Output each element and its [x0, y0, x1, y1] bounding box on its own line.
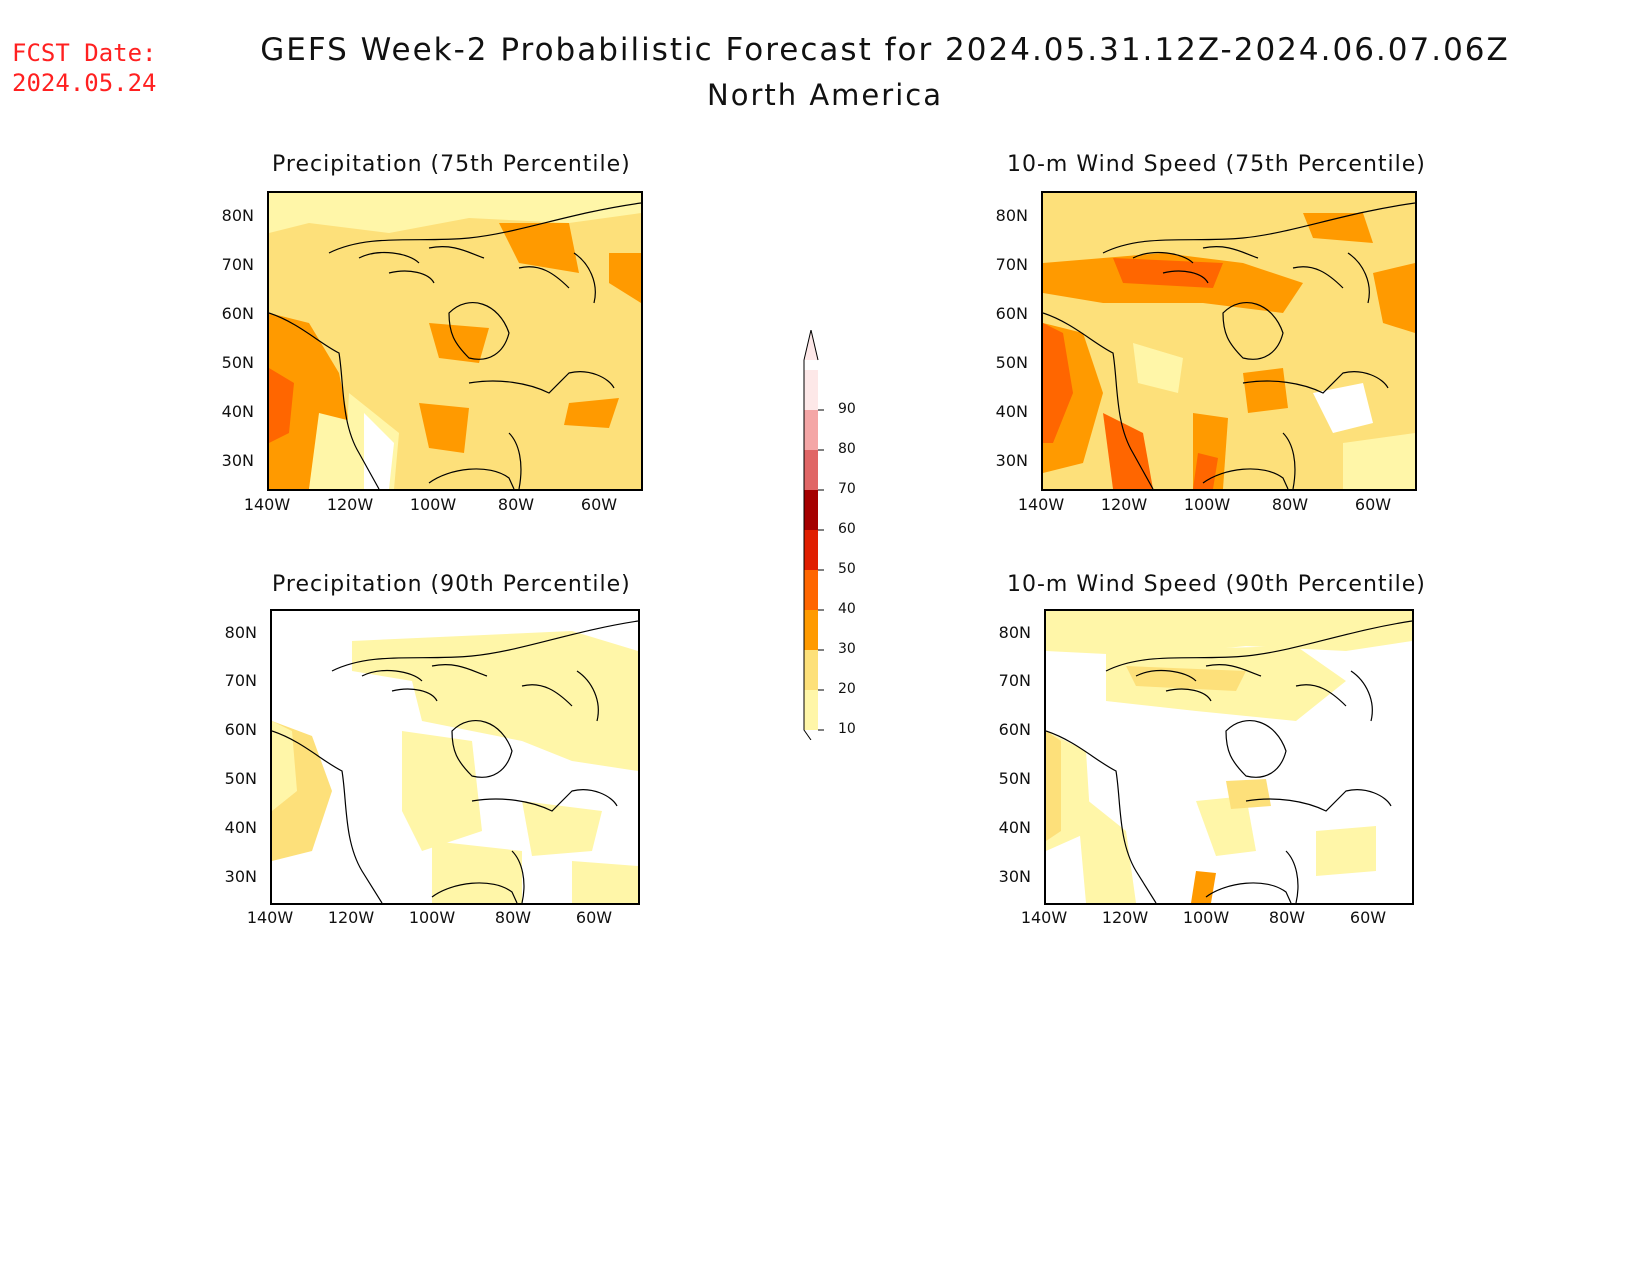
lat-label: 40N — [995, 402, 1028, 421]
lat-label: 30N — [998, 867, 1031, 886]
lat-label: 70N — [224, 671, 257, 690]
lat-label: 30N — [995, 451, 1028, 470]
colorbar-segment — [804, 570, 818, 610]
colorbar — [800, 329, 840, 744]
lat-label: 80N — [224, 623, 257, 642]
lon-label: 140W — [246, 908, 294, 927]
lat-label: 70N — [995, 255, 1028, 274]
colorbar-label: 30 — [838, 641, 856, 657]
forecast-date-heading: FCST Date: — [12, 39, 157, 67]
lat-label: 30N — [224, 867, 257, 886]
lon-label: 120W — [1101, 908, 1149, 927]
lat-label: 60N — [224, 720, 257, 739]
lat-label: 60N — [995, 304, 1028, 323]
lon-label: 100W — [408, 908, 456, 927]
colorbar-label: 90 — [838, 401, 856, 417]
colorbar-label: 20 — [838, 681, 856, 697]
lat-label: 50N — [224, 769, 257, 788]
lon-label: 100W — [1182, 908, 1230, 927]
forecast-date-label: FCST Date: 2024.05.24 — [12, 38, 157, 98]
lat-label: 80N — [998, 623, 1031, 642]
lon-label: 60W — [580, 495, 618, 514]
forecast-date-value: 2024.05.24 — [12, 69, 157, 97]
lon-label: 60W — [575, 908, 613, 927]
colorbar-graphic — [803, 329, 824, 741]
panel-title-precip-90: Precipitation (90th Percentile) — [272, 572, 631, 597]
colorbar-segment — [804, 450, 818, 490]
panel-title-wind-90: 10-m Wind Speed (90th Percentile) — [1007, 572, 1426, 597]
colorbar-segment — [804, 410, 818, 450]
lon-label: 80W — [1268, 908, 1306, 927]
lat-label: 50N — [998, 769, 1031, 788]
lon-label: 100W — [409, 495, 457, 514]
colorbar-segment — [804, 650, 818, 690]
colorbar-segment — [804, 610, 818, 650]
map-precip-75 — [267, 191, 643, 491]
lon-label: 60W — [1349, 908, 1387, 927]
colorbar-segment — [804, 490, 818, 530]
colorbar-segment — [804, 690, 818, 730]
lon-label: 140W — [1020, 908, 1068, 927]
colorbar-label: 10 — [838, 721, 856, 737]
panel-title-precip-75: Precipitation (75th Percentile) — [272, 152, 631, 177]
lon-label: 120W — [327, 908, 375, 927]
lon-label: 140W — [243, 495, 291, 514]
page-title: GEFS Week-2 Probabilistic Forecast for 2… — [260, 32, 1510, 68]
lat-label: 50N — [221, 353, 254, 372]
colorbar-label: 60 — [838, 521, 856, 537]
lat-label: 80N — [221, 206, 254, 225]
lat-label: 40N — [998, 818, 1031, 837]
lon-label: 80W — [1271, 495, 1309, 514]
lat-label: 70N — [998, 671, 1031, 690]
lon-label: 120W — [1100, 495, 1148, 514]
map-precip-90 — [270, 609, 640, 905]
lat-label: 60N — [998, 720, 1031, 739]
panel-title-wind-75: 10-m Wind Speed (75th Percentile) — [1007, 152, 1426, 177]
lat-label: 50N — [995, 353, 1028, 372]
lat-label: 60N — [221, 304, 254, 323]
lat-label: 30N — [221, 451, 254, 470]
colorbar-outline — [803, 329, 819, 741]
lon-label: 80W — [494, 908, 532, 927]
colorbar-top-tip — [804, 330, 818, 360]
lon-label: 100W — [1183, 495, 1231, 514]
lat-label: 40N — [221, 402, 254, 421]
lat-label: 40N — [224, 818, 257, 837]
lon-label: 140W — [1017, 495, 1065, 514]
colorbar-label: 70 — [838, 481, 856, 497]
lon-label: 120W — [326, 495, 374, 514]
lon-label: 60W — [1354, 495, 1392, 514]
lat-label: 80N — [995, 206, 1028, 225]
page-subtitle: North America — [707, 78, 943, 112]
colorbar-segment — [804, 530, 818, 570]
map-wind-90 — [1044, 609, 1414, 905]
colorbar-segment — [804, 370, 818, 410]
colorbar-label: 50 — [838, 561, 856, 577]
lon-label: 80W — [497, 495, 535, 514]
map-wind-75 — [1041, 191, 1417, 491]
colorbar-label: 40 — [838, 601, 856, 617]
lat-label: 70N — [221, 255, 254, 274]
colorbar-label: 80 — [838, 441, 856, 457]
